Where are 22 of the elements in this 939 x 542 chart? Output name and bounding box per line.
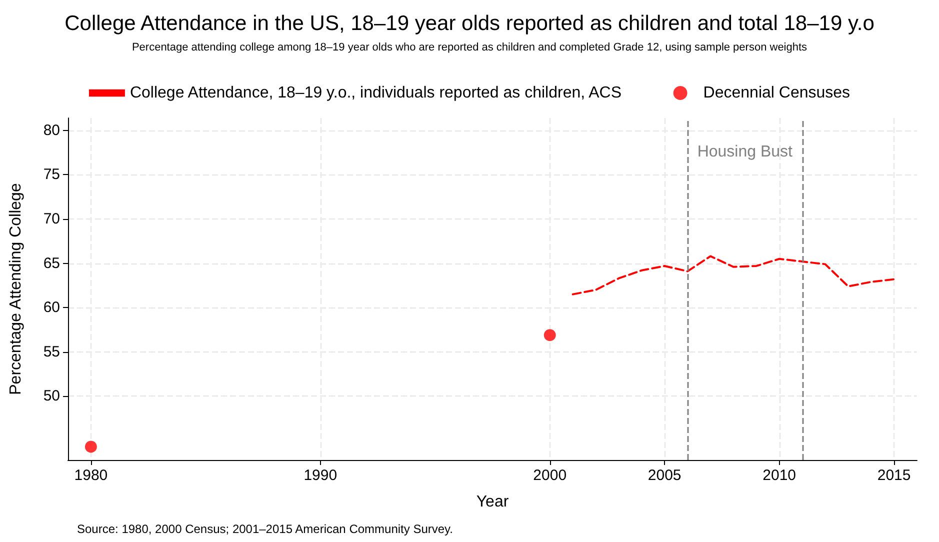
x-tick-label: 1980 <box>74 467 108 484</box>
line-series <box>572 255 896 296</box>
y-tick-label: 55 <box>43 343 60 360</box>
source-note: Source: 1980, 2000 Census; 2001–2015 American Community Survey. <box>77 522 453 536</box>
x-tick-label: 1990 <box>304 467 338 484</box>
x-tick-label: 2015 <box>877 467 911 484</box>
y-tick-label: 65 <box>43 254 60 272</box>
chart-subtitle: Percentage attending college among 18–19 year olds who are reported as children and completed Grade 12, using sample person weights <box>132 42 808 54</box>
x-axis-title: Year <box>476 494 510 510</box>
y-tick-label: 70 <box>43 210 60 228</box>
x-tick-label: 2010 <box>762 467 796 484</box>
y-tick-label: 60 <box>43 299 60 316</box>
y-tick-label: 75 <box>43 166 60 184</box>
x-tick-label: 2000 <box>533 467 567 484</box>
y-tick-label: 50 <box>43 388 60 405</box>
y-axis-title: Percentage Attending College <box>8 183 24 395</box>
y-tick-label: 80 <box>43 122 60 139</box>
x-tick-label: 2005 <box>648 467 682 484</box>
annotation: Housing Bust <box>697 144 794 161</box>
chart-title: College Attendance in the US, 18–19 year olds reported as children and total 18–19 y.o <box>64 12 874 35</box>
legend-label: Decennial Censuses <box>703 84 850 102</box>
legend-label: College Attendance, 18–19 y.o., individuals reported as children, ACS <box>130 84 622 102</box>
